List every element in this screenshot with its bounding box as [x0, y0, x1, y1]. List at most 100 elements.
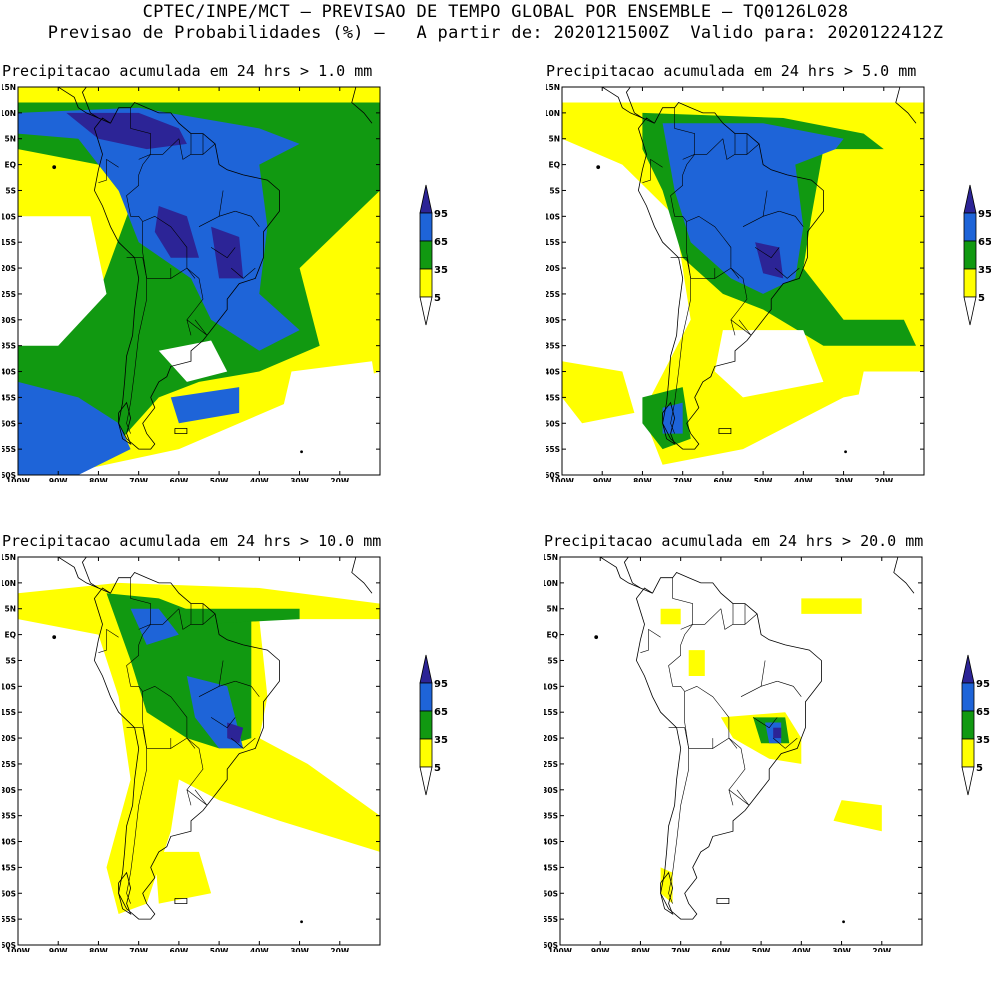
lon-label: 30W — [832, 947, 851, 952]
lat-label: 20S — [544, 734, 558, 743]
lat-label: 5S — [5, 186, 16, 195]
lon-label: 30W — [290, 477, 309, 482]
colorbar-top-arrow — [963, 184, 977, 214]
lon-label: 50W — [210, 477, 229, 482]
lat-label: 5S — [5, 656, 16, 665]
lat-label: 55S — [2, 915, 16, 924]
lat-label: 40S — [546, 368, 560, 377]
lon-label: 80W — [89, 477, 108, 482]
africa-coast — [351, 557, 373, 594]
country-border — [777, 680, 802, 697]
country-border — [686, 221, 715, 279]
colorbar-label: 35 — [976, 735, 990, 746]
colorbar-label: 5 — [978, 293, 985, 304]
lon-label: 90W — [591, 947, 610, 952]
country-border — [130, 577, 151, 630]
map-panel-1mm: Precipitacao acumulada em 24 hrs > 1.0 m… — [2, 62, 482, 532]
colorbar-bottom-arrow — [961, 766, 975, 796]
lat-label: 60S — [544, 941, 558, 950]
colorbar-segment — [419, 738, 433, 768]
lon-label: 100W — [6, 477, 31, 482]
country-border — [732, 603, 745, 625]
country-border — [130, 107, 151, 160]
lon-label: 50W — [754, 477, 773, 482]
central-america-coast — [625, 87, 643, 119]
colorbar-segment — [419, 212, 433, 242]
country-border — [760, 660, 766, 687]
patagonia-islands — [662, 401, 676, 446]
lat-label: 15N — [544, 553, 558, 562]
country-border — [728, 789, 750, 806]
colorbar-bottom-arrow — [419, 766, 433, 796]
lat-label: 5S — [549, 186, 560, 195]
map-panel-20mm: Precipitacao acumulada em 24 hrs > 20.0 … — [544, 532, 991, 1002]
lat-label: 25S — [546, 290, 560, 299]
country-border — [775, 267, 800, 279]
map-panel-5mm: Precipitacao acumulada em 24 hrs > 5.0 m… — [546, 62, 991, 532]
galapagos-islands — [594, 635, 599, 640]
lat-label: 10S — [544, 682, 558, 691]
lon-label: 30W — [834, 477, 853, 482]
lon-label: 30W — [290, 947, 309, 952]
country-border — [752, 717, 778, 729]
country-border — [98, 628, 119, 653]
falkland-islands — [174, 897, 188, 905]
country-border — [235, 680, 260, 697]
colorbar-label: 95 — [434, 209, 448, 220]
lon-label: 80W — [631, 947, 650, 952]
lat-label: 15N — [2, 83, 16, 92]
south-america-coast — [635, 572, 822, 920]
lon-label: 90W — [593, 477, 612, 482]
colorbar-bottom-arrow — [963, 296, 977, 326]
colorbar-label: 65 — [976, 707, 990, 718]
colorbar: 95 65 35 5 — [963, 184, 991, 326]
central-america-coast — [623, 557, 641, 589]
lat-label: 55S — [546, 445, 560, 454]
country-border — [186, 789, 208, 806]
map-svg: 15N 10N 5N EQ 5S 10S 15S 20S 25S 30S 35S 40S 45S 50S 5… — [2, 83, 448, 482]
country-border — [773, 737, 798, 749]
lat-label: 10N — [2, 579, 16, 588]
lat-label: 40S — [2, 838, 16, 847]
country-border — [98, 158, 119, 183]
country-border — [746, 133, 760, 155]
lat-label: EQ — [5, 161, 17, 170]
probability-field — [560, 557, 922, 945]
lat-label: 55S — [544, 915, 558, 924]
lat-label: 25S — [2, 760, 16, 769]
colorbar-segment — [963, 212, 977, 242]
country-border — [142, 221, 171, 279]
country-border — [744, 603, 758, 625]
africa-coast — [351, 87, 373, 124]
country-border — [712, 737, 738, 749]
country-border — [142, 691, 171, 749]
falkland-islands — [174, 427, 188, 435]
country-border — [674, 107, 695, 160]
lat-label: 55S — [2, 445, 16, 454]
lon-label: 90W — [49, 947, 68, 952]
lat-label: 10N — [544, 579, 558, 588]
country-border — [730, 319, 752, 336]
lat-label: 30S — [2, 316, 16, 325]
lon-label: 90W — [49, 477, 68, 482]
lat-label: 15S — [546, 238, 560, 247]
lat-label: 10S — [2, 682, 16, 691]
map-svg: 15N 10N 5N EQ 5S 10S 15S 20S 25S 30S 35S 40S 45S 50S 5… — [546, 83, 991, 482]
lat-label: 35S — [2, 342, 16, 351]
lat-label: 40S — [2, 368, 16, 377]
map-frame — [559, 556, 923, 946]
patagonia-islands — [118, 401, 132, 446]
lat-label: 50S — [544, 889, 558, 898]
panel-title: Precipitacao acumulada em 24 hrs > 20.0 … — [544, 532, 924, 550]
falkland-islands — [718, 427, 732, 435]
lon-label: 100W — [548, 947, 573, 952]
colorbar-label: 95 — [978, 209, 991, 220]
country-border — [202, 603, 216, 625]
africa-coast — [893, 557, 915, 594]
country-border — [126, 727, 147, 904]
lat-label: 35S — [544, 812, 558, 821]
country-border — [170, 737, 196, 749]
coastlines — [50, 87, 373, 454]
country-border — [126, 608, 180, 692]
galapagos-islands — [596, 165, 601, 170]
